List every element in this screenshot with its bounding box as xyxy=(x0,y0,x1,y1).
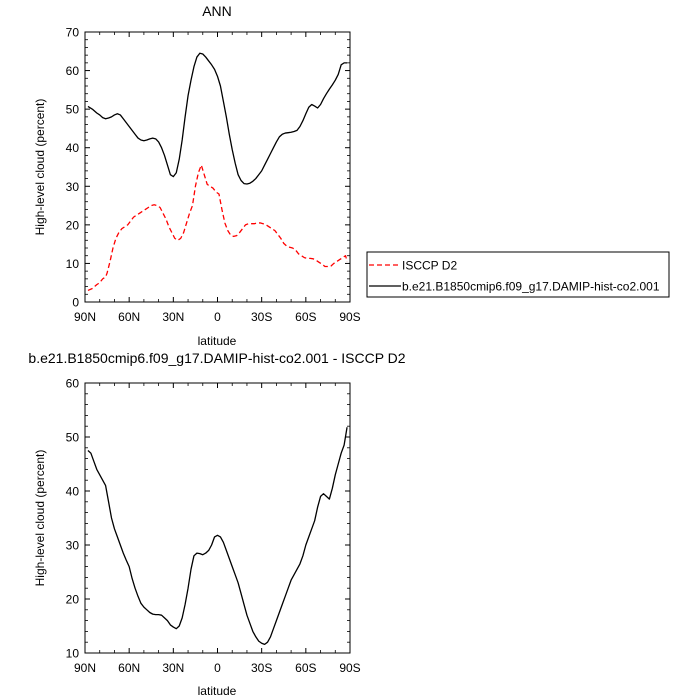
bottom-chart-x-tick-label: 60N xyxy=(118,661,140,675)
top-chart-y-tick-label: 30 xyxy=(66,180,80,194)
bottom-chart-y-axis: 10 20 30 40 50 60 xyxy=(66,377,350,661)
top-chart-x-tick-label: 90N xyxy=(74,310,96,324)
bottom-chart-y-tick-label: 40 xyxy=(66,485,80,499)
top-chart-x-tick-label: 30S xyxy=(251,310,272,324)
top-chart-frame xyxy=(84,31,351,303)
bottom-chart-x-tick-label: 90S xyxy=(339,661,360,675)
top-chart-y-tick-label: 40 xyxy=(66,141,80,155)
bottom-chart-frame xyxy=(84,382,351,654)
legend-isccp-label: ISCCP D2 xyxy=(402,259,457,273)
bottom-chart-x-axis: 90N 60N 30N 0 30S 60S 90S xyxy=(74,383,361,675)
top-chart-x-axis-title: latitude xyxy=(198,334,237,348)
top-chart-series-group xyxy=(87,52,348,292)
top-chart-series-isccp-d2-line xyxy=(87,164,348,292)
bottom-chart-y-tick-label: 10 xyxy=(66,647,80,661)
top-chart-x-axis: 90N 60N 30N 0 30S 60S 90S xyxy=(74,32,361,324)
top-chart-y-axis: 0 10 20 30 40 50 60 70 xyxy=(66,26,350,310)
top-chart-x-tick-label: 30N xyxy=(162,310,184,324)
bottom-chart-y-tick-label: 20 xyxy=(66,593,80,607)
bottom-chart-series-group xyxy=(87,427,348,646)
top-chart-y-tick-label: 60 xyxy=(66,64,80,78)
top-chart-title: ANN xyxy=(202,3,232,19)
bottom-chart-y-axis-title: High-level cloud (percent) xyxy=(33,450,47,587)
top-chart-series-model-line xyxy=(87,52,348,185)
top-chart-x-tick-label: 0 xyxy=(214,310,221,324)
bottom-chart-panel: b.e21.B1850cmip6.f09_g17.DAMIP-hist-co2.… xyxy=(28,350,405,698)
bottom-chart-x-tick-label: 0 xyxy=(214,661,221,675)
top-chart-y-tick-label: 0 xyxy=(72,296,79,310)
top-chart-y-tick-label: 50 xyxy=(66,103,80,117)
legend-frame xyxy=(366,251,670,298)
top-chart-x-tick-label: 90S xyxy=(339,310,360,324)
bottom-chart-x-tick-label: 90N xyxy=(74,661,96,675)
legend-model-label: b.e21.B1850cmip6.f09_g17.DAMIP-hist-co2.… xyxy=(402,280,660,294)
legend: ISCCP D2 b.e21.B1850cmip6.f09_g17.DAMIP-… xyxy=(366,251,670,298)
top-chart-y-tick-label: 10 xyxy=(66,257,80,271)
bottom-chart-x-axis-title: latitude xyxy=(198,684,237,698)
bottom-chart-x-tick-label: 60S xyxy=(295,661,316,675)
bottom-chart-y-tick-label: 50 xyxy=(66,431,80,445)
bottom-chart-y-tick-label: 30 xyxy=(66,539,80,553)
bottom-chart-title: b.e21.B1850cmip6.f09_g17.DAMIP-hist-co2.… xyxy=(28,350,405,366)
top-chart-x-tick-label: 60S xyxy=(295,310,316,324)
bottom-chart-x-tick-label: 30S xyxy=(251,661,272,675)
bottom-chart-y-tick-label: 60 xyxy=(66,377,80,391)
top-chart-y-axis-title: High-level cloud (percent) xyxy=(33,99,47,236)
top-chart-y-tick-label: 70 xyxy=(66,26,80,40)
bottom-chart-x-tick-label: 30N xyxy=(162,661,184,675)
top-chart-y-tick-label: 20 xyxy=(66,218,80,232)
bottom-chart-series-model-line xyxy=(87,427,348,646)
top-chart-x-tick-label: 60N xyxy=(118,310,140,324)
